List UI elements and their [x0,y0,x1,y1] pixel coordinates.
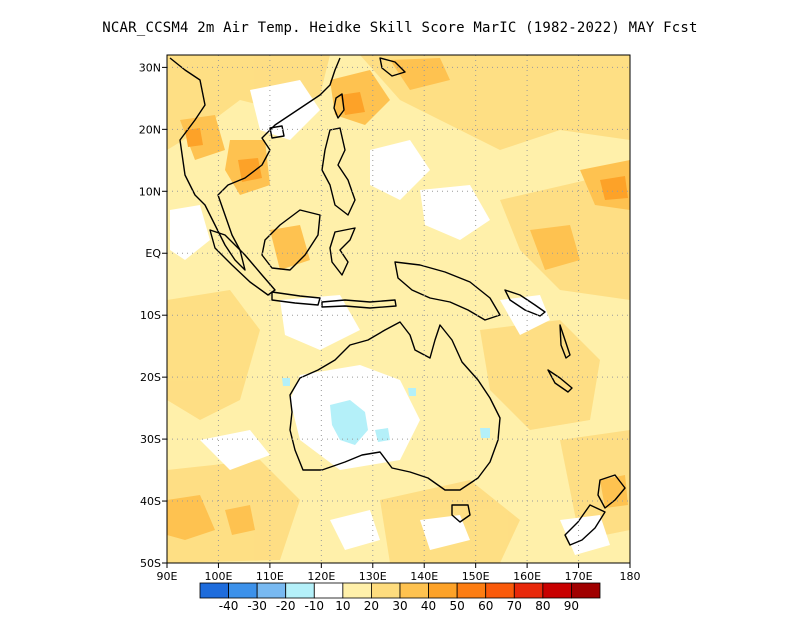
colorbar-label: -10 [304,599,324,613]
lon-tick-label: 90E [157,570,178,583]
lat-tick-label: 30N [139,61,161,74]
colorbar-swatch [371,582,401,599]
colorbar-swatch [228,582,258,599]
colorbar-label: 20 [364,599,379,613]
colorbar-label: -40 [219,599,239,613]
colorbar-swatch [199,582,229,599]
coastlines [169,57,626,546]
coast-vanuatu [559,324,571,359]
colorbar-label: -20 [276,599,296,613]
lat-tick-label: 30S [140,433,161,446]
colorbar-label: 30 [392,599,407,613]
light-shading-layer [167,55,630,563]
lon-tick-label: 130E [359,570,387,583]
lat-tick-label: 20N [139,123,161,136]
colorbar-swatch [313,582,344,599]
colorbar-swatch [256,582,287,599]
colorbar-swatch [456,582,487,599]
colorbar-label: 90 [564,599,579,613]
coast-borneo [261,209,321,271]
colorbar-swatch [571,582,601,599]
colorbar: -40 -30 -20 -10 10 20 30 40 50 60 70 80 90 [199,582,601,613]
coast-mainland-asia [169,57,341,271]
colorbar-swatch [342,582,372,599]
coast-japan [379,57,406,77]
colorbar-swatch [399,582,429,599]
coast-java [271,291,321,306]
map-title: NCAR_CCSM4 2m Air Temp. Heidke Skill Sco… [102,20,698,36]
lon-tick-label: 140E [410,570,438,583]
lon-tick-label: 180 [620,570,641,583]
coast-philippines [321,127,356,216]
lat-tick-label: 40S [140,495,161,508]
lon-tick-label: 100E [204,570,232,583]
lon-tick-label: 110E [256,570,284,583]
coast-lesser-sundas [321,299,397,309]
lat-tick-label: 10N [139,185,161,198]
lat-tick-label: 20S [140,371,161,384]
coast-tasmania [451,504,471,523]
coast-hainan [269,125,285,139]
colorbar-label: 70 [507,599,522,613]
colorbar-swatch [285,582,315,599]
coast-new-guinea [394,261,501,321]
lat-tick-label: 50S [140,557,161,570]
lat-tick-label: 10S [140,309,161,322]
colorbar-label: 50 [450,599,465,613]
colorbar-label: -30 [247,599,267,613]
coast-taiwan [333,93,345,119]
plot-area [167,55,630,563]
colorbar-label: 40 [421,599,436,613]
lon-tick-label: 170E [565,570,593,583]
lon-tick-label: 150E [462,570,490,583]
coast-australia [289,321,501,491]
colorbar-label: 80 [535,599,550,613]
lon-tick-label: 120E [307,570,335,583]
coast-solomon-islands [504,289,546,317]
negative-shading-layer [282,378,490,445]
colorbar-swatch [428,582,458,599]
lat-tick-label: EQ [145,247,161,260]
colorbar-swatch [513,582,544,599]
colorbar-label: 10 [335,599,350,613]
colorbar-swatch [542,582,572,599]
colorbar-swatch [485,582,515,599]
colorbar-label: 60 [478,599,493,613]
lon-tick-label: 160E [513,570,541,583]
coast-sulawesi [329,227,356,276]
axes: 90E 100E 110E 120E 130E 140E 150E 160E 170E 180 30… [139,61,641,583]
map-grid [167,55,630,563]
dark-orange-shading-layer [185,92,628,200]
plot-frame [166,54,631,564]
coast-new-zealand [564,474,626,546]
